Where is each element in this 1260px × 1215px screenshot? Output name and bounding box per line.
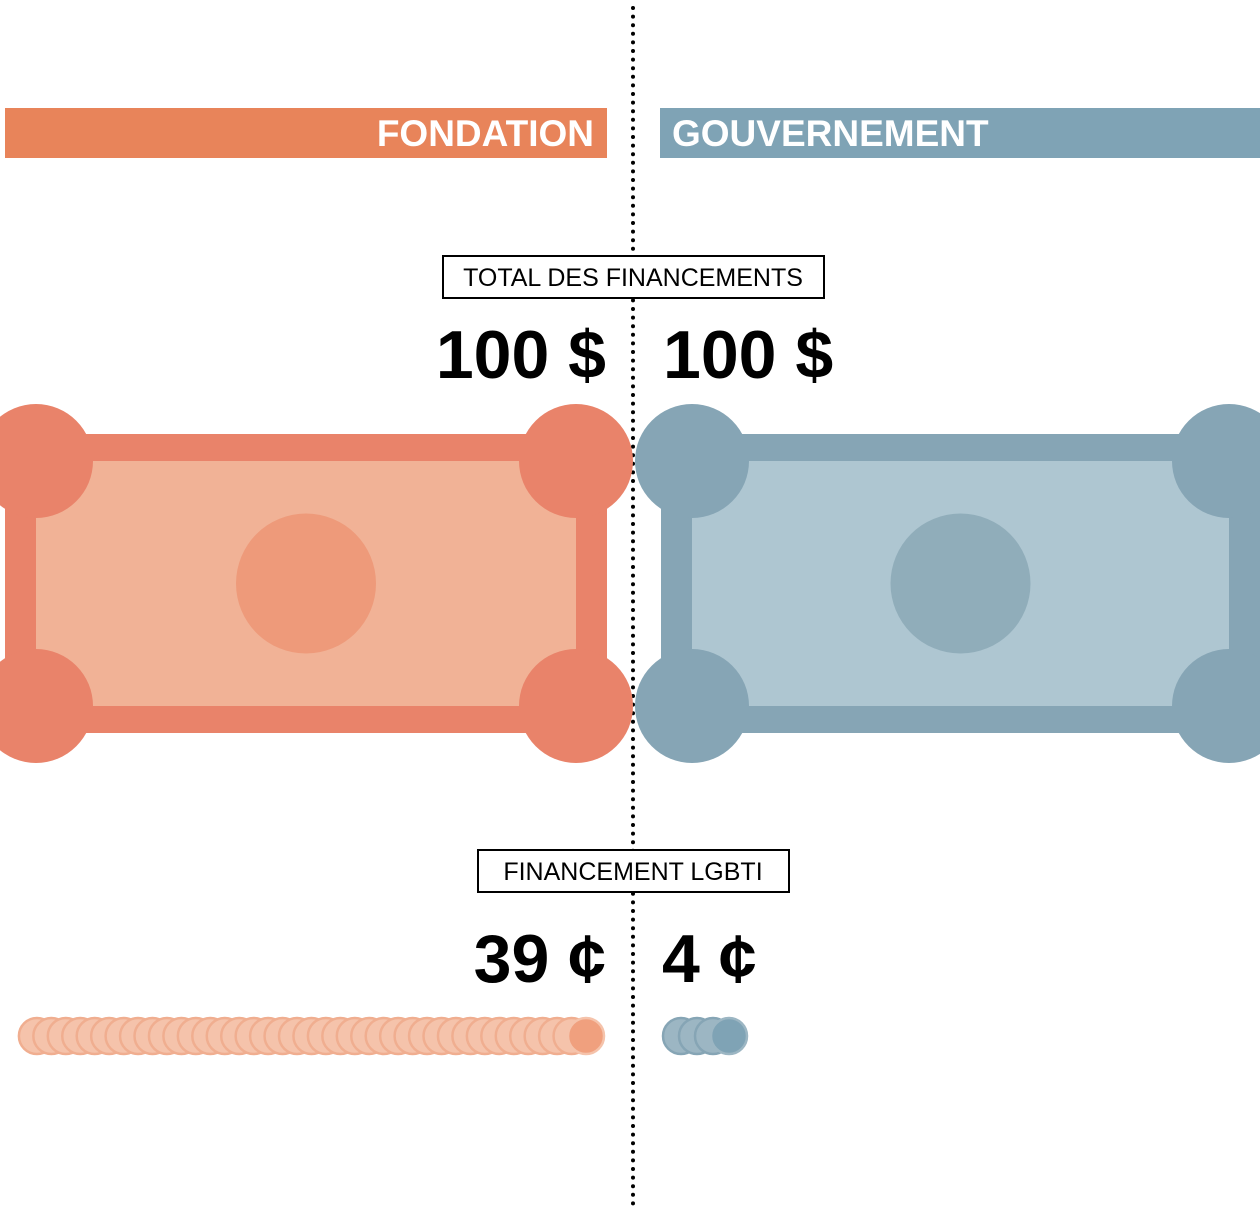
side-name: GOUVERNEMENT [672,113,989,154]
bill-frame [661,434,1260,461]
bill [0,404,633,763]
total-amount: 100 $ [663,317,833,393]
bill-frame [5,434,607,461]
total-amount: 100 $ [436,317,606,393]
coin [711,1018,747,1054]
side-name: FONDATION [377,113,594,154]
bill [635,404,1260,763]
bill-frame [661,706,1260,733]
content: FONDATION 100 $ 39 ¢ GOUVERNEMENT 100 $ 4 ¢ [0,108,1260,1054]
lgbti-amount: 4 ¢ [662,921,757,997]
infographic: FONDATION 100 $ 39 ¢ GOUVERNEMENT 100 $ 4 ¢ T… [0,0,1260,1215]
total-heading: TOTAL DES FINANCEMENTS [463,264,803,292]
coin [568,1018,604,1054]
bill-frame [5,706,607,733]
bill-seal [891,514,1031,654]
bill-seal [236,514,376,654]
lgbti-heading: FINANCEMENT LGBTI [503,858,762,886]
lgbti-amount: 39 ¢ [474,921,606,997]
